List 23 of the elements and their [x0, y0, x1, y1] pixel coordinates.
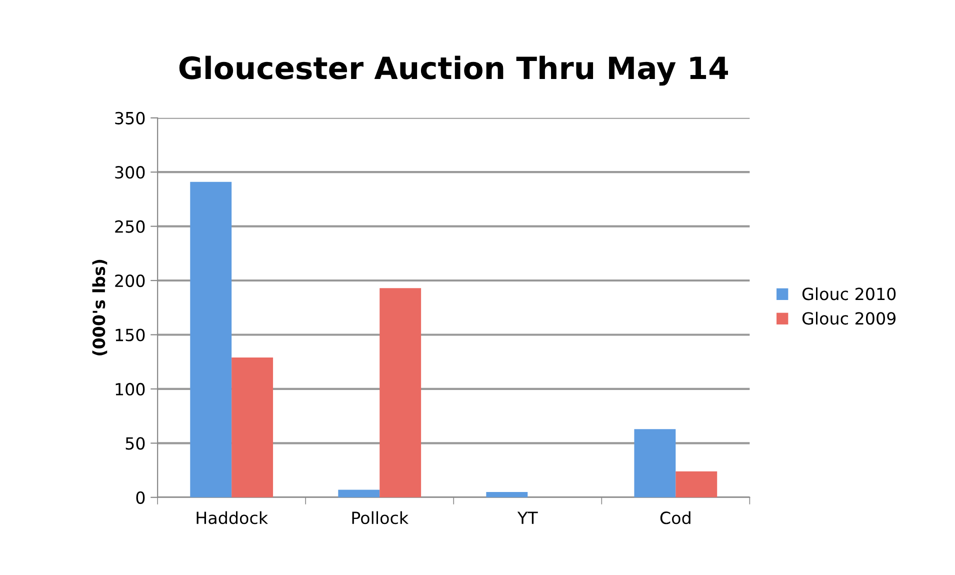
- x-tick-label: YT: [517, 512, 538, 524]
- x-tick-label: Pollock: [352, 511, 409, 524]
- bar: [676, 471, 718, 498]
- x-tick-label: Haddock: [196, 511, 268, 524]
- y-tick-label: 100: [116, 382, 145, 396]
- y-tick-label: 300: [115, 166, 145, 179]
- y-tick-label: 0: [136, 491, 145, 504]
- bar: [380, 288, 422, 498]
- y-tick-label: 200: [115, 274, 145, 288]
- y-tick-label: 350: [115, 112, 145, 124]
- y-tick-label: 50: [126, 437, 145, 450]
- bar: [634, 429, 676, 498]
- bar: [190, 182, 232, 498]
- chart-title: Gloucester Auction Thru May 14: [179, 56, 728, 86]
- legend-label: Glouc 2009: [802, 312, 896, 325]
- bar: [338, 490, 380, 498]
- x-tick-label: Cod: [660, 511, 690, 524]
- y-tick-label: 250: [115, 220, 145, 233]
- bar: [232, 358, 274, 498]
- legend-label: Glouc 2010: [802, 287, 896, 300]
- y-axis-title: (000's lbs): [92, 260, 108, 356]
- y-tick-label: 150: [116, 328, 145, 342]
- bar: [486, 492, 528, 498]
